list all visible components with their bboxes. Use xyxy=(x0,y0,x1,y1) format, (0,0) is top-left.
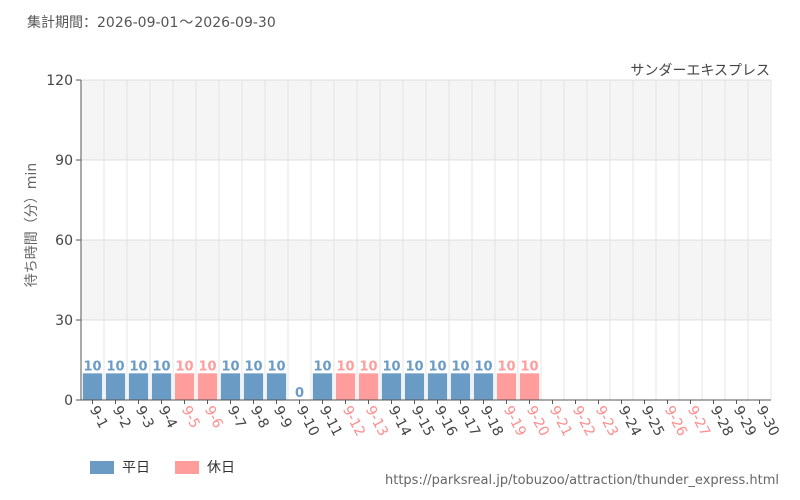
period-label: 集計期間： xyxy=(27,15,97,31)
bar xyxy=(197,373,218,400)
bars xyxy=(82,373,540,400)
x-tick-label: 9-9 xyxy=(270,403,295,431)
bar-value-label: 10 xyxy=(244,359,262,374)
x-tick-label: 9-7 xyxy=(224,403,249,431)
bar-value-labels: 10 10 10 10 10 10 10 10 10 0 10 10 10 10 10 10 10 10 10 10 xyxy=(83,359,538,401)
x-tick-label: 9-4 xyxy=(155,403,180,431)
legend-weekday-label: 平日 xyxy=(122,460,150,476)
bar-value-label: 10 xyxy=(106,359,124,374)
y-tick-label: 120 xyxy=(46,73,73,89)
x-tick-label: 9-22 xyxy=(569,403,598,439)
y-tick-label: 0 xyxy=(64,393,73,409)
x-tick-labels: 9-19-29-39-49-59-69-79-89-99-109-119-129… xyxy=(86,403,782,439)
period-range: 集計期間：2026-09-01〜2026-09-30 xyxy=(27,12,276,32)
bar xyxy=(174,373,195,400)
y-axis-label: 待ち時間（分）min xyxy=(24,163,40,287)
bar-value-label: 0 xyxy=(295,386,304,401)
bar xyxy=(151,373,172,400)
bar xyxy=(243,373,264,400)
x-tick-label: 9-29 xyxy=(730,403,759,439)
vertical-gridlines xyxy=(80,80,772,400)
bar-value-label: 10 xyxy=(313,359,331,374)
legend-weekday: 平日 xyxy=(90,457,150,477)
x-tick-label: 9-14 xyxy=(385,403,414,439)
x-tick-label: 9-10 xyxy=(293,403,322,439)
x-tick-label: 9-6 xyxy=(201,403,226,431)
bar-value-label: 10 xyxy=(520,359,538,374)
x-tick-label: 9-25 xyxy=(638,403,667,439)
x-tick-label: 9-20 xyxy=(523,403,552,439)
bar xyxy=(128,373,149,400)
y-tick-label: 60 xyxy=(55,233,73,249)
bar-value-label: 10 xyxy=(152,359,170,374)
bar xyxy=(404,373,425,400)
bar-value-label: 10 xyxy=(129,359,147,374)
x-tick-label: 9-5 xyxy=(178,403,203,431)
x-tick-label: 9-17 xyxy=(454,403,483,439)
x-tick-label: 9-1 xyxy=(86,403,111,431)
y-tick-label: 30 xyxy=(55,313,73,329)
x-tick-label: 9-19 xyxy=(500,403,529,439)
chart-title: サンダーエキスプレス xyxy=(630,63,770,79)
legend-holiday-label: 休日 xyxy=(207,460,235,476)
x-tick-label: 9-8 xyxy=(247,403,272,431)
x-tick-label: 9-28 xyxy=(707,403,736,439)
bar-value-label: 10 xyxy=(382,359,400,374)
legend-holiday-swatch xyxy=(175,460,199,474)
x-tick-label: 9-18 xyxy=(477,403,506,439)
y-tick-label: 90 xyxy=(55,153,73,169)
x-tick-label: 9-26 xyxy=(661,403,690,439)
bar xyxy=(473,373,494,400)
bar-value-label: 10 xyxy=(83,359,101,374)
legend-weekday-swatch xyxy=(90,460,114,474)
bar xyxy=(335,373,356,400)
period-end: 2026-09-30 xyxy=(194,15,276,31)
bar xyxy=(312,373,333,400)
y-tick-labels: 0 30 60 90 120 xyxy=(46,73,73,409)
bar-value-label: 10 xyxy=(405,359,423,374)
bar-value-label: 10 xyxy=(497,359,515,374)
bar xyxy=(381,373,402,400)
horizontal-gridlines xyxy=(81,79,771,321)
bar xyxy=(450,373,471,400)
x-tick-label: 9-24 xyxy=(615,403,644,439)
x-tick-label: 9-3 xyxy=(132,403,157,431)
x-tick-label: 9-2 xyxy=(109,403,134,431)
bar xyxy=(82,373,103,400)
period-start: 2026-09-01 xyxy=(97,15,179,31)
bar xyxy=(266,373,287,400)
x-tick-label: 9-30 xyxy=(753,403,782,439)
bar-value-label: 10 xyxy=(175,359,193,374)
bar-value-label: 10 xyxy=(198,359,216,374)
bar xyxy=(427,373,448,400)
bar xyxy=(519,373,540,400)
bar-value-label: 10 xyxy=(428,359,446,374)
bar-value-label: 10 xyxy=(474,359,492,374)
source-url: https://parksreal.jp/tobuzoo/attraction/… xyxy=(385,473,779,488)
axes xyxy=(76,79,771,404)
x-tick-label: 9-12 xyxy=(339,403,368,439)
bar xyxy=(358,373,379,400)
x-tick-label: 9-16 xyxy=(431,403,460,439)
bar xyxy=(496,373,517,400)
bar-value-label: 10 xyxy=(267,359,285,374)
bar-value-label: 10 xyxy=(336,359,354,374)
bar-value-label: 10 xyxy=(221,359,239,374)
x-tick-label: 9-15 xyxy=(408,403,437,439)
bar-value-label: 10 xyxy=(359,359,377,374)
bar xyxy=(220,373,241,400)
x-tick-label: 9-27 xyxy=(684,403,713,439)
x-tick-label: 9-11 xyxy=(316,403,345,439)
bar xyxy=(105,373,126,400)
x-tick-label: 9-13 xyxy=(362,403,391,439)
bar-value-label: 10 xyxy=(451,359,469,374)
legend-holiday: 休日 xyxy=(175,457,235,477)
x-tick-label: 9-21 xyxy=(546,403,575,439)
period-separator: 〜 xyxy=(179,15,194,31)
x-tick-label: 9-23 xyxy=(592,403,621,439)
